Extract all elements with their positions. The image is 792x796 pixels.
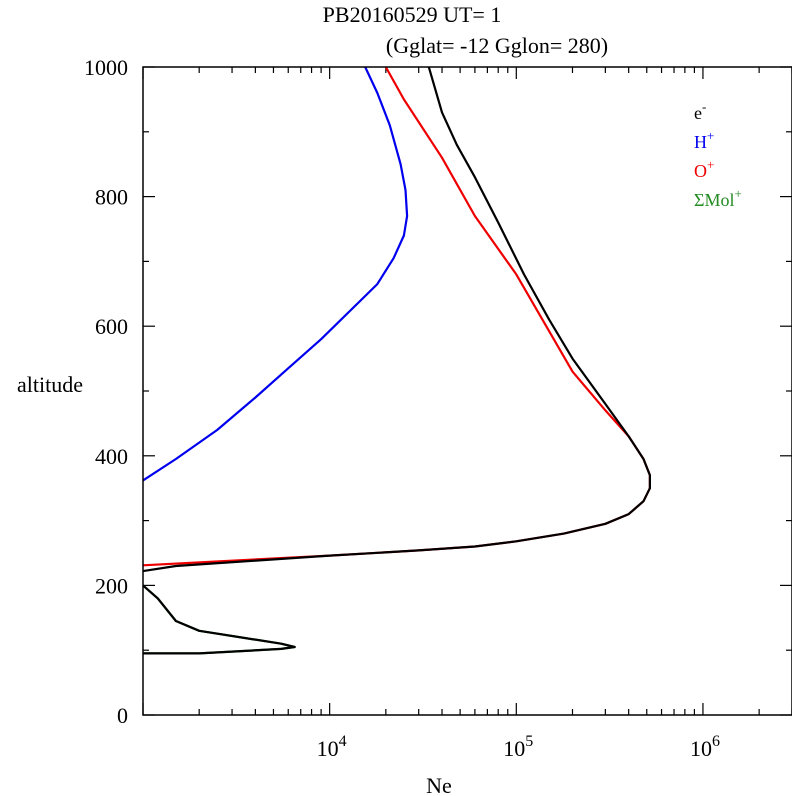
legend-entry: H+ xyxy=(694,128,714,152)
x-tick-label: 105 xyxy=(503,733,533,761)
y-tick-label: 200 xyxy=(95,573,128,598)
x-tick-label: 106 xyxy=(690,733,720,761)
legend-entry: ΣMol+ xyxy=(694,186,742,210)
y-tick-labels: 0 200 400 600 800 1000 xyxy=(84,55,128,728)
plot-frame xyxy=(142,66,792,716)
y-tick-label: 0 xyxy=(117,703,128,728)
legend-entry: e- xyxy=(694,99,706,123)
x-tick-label: 104 xyxy=(317,733,347,761)
y-axis-label: altitude xyxy=(17,372,83,397)
y-tick-label: 600 xyxy=(95,314,128,339)
legend-entry: O+ xyxy=(694,157,714,181)
series-line xyxy=(143,67,651,567)
x-axis-label: Ne xyxy=(426,773,452,796)
y-tick-label: 1000 xyxy=(84,55,128,80)
chart-title: PB20160529 UT= 1 xyxy=(323,2,502,27)
legend: e- H+ O+ ΣMol+ xyxy=(694,99,742,210)
series-line xyxy=(143,67,409,482)
x-tick-labels: 104 105 106 xyxy=(317,733,720,761)
chart-subtitle: (Gglat= -12 Gglon= 280) xyxy=(386,33,608,58)
y-tick-label: 800 xyxy=(95,185,128,210)
series-line xyxy=(143,67,651,655)
y-tick-label: 400 xyxy=(95,444,128,469)
series-lines xyxy=(143,67,651,655)
